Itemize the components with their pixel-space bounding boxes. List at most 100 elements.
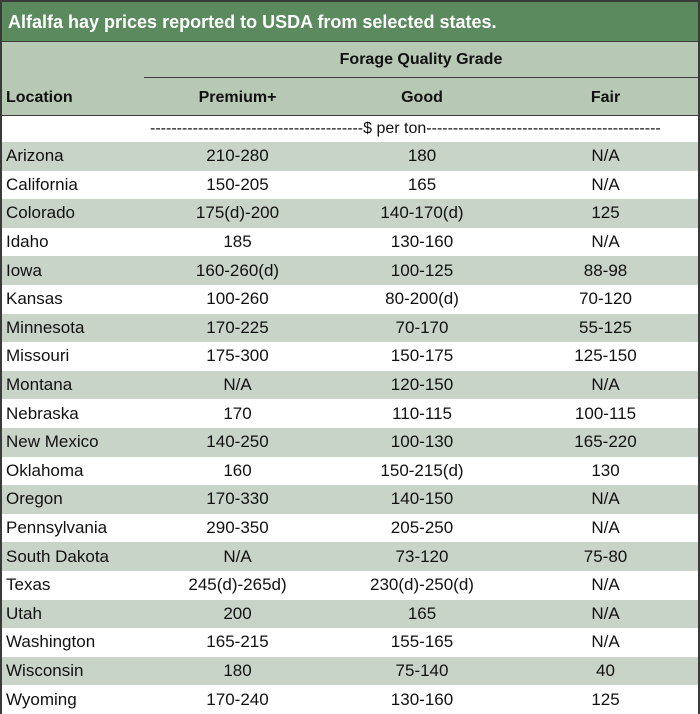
cell-good: 130-160 xyxy=(390,689,454,709)
cell-premium: 150-205 xyxy=(206,174,269,194)
cell-location: Montana xyxy=(6,375,73,395)
column-header-premium: Premium+ xyxy=(198,89,277,106)
cell-location: Texas xyxy=(6,575,51,595)
unit-row: ----------------------------------------… xyxy=(2,116,698,142)
cell-fair: 40 xyxy=(596,660,615,680)
cell-fair: 125-150 xyxy=(574,346,637,366)
cell-good: 140-150 xyxy=(390,489,454,509)
cell-location: Missouri xyxy=(6,346,70,366)
cell-location: Arizona xyxy=(6,146,64,166)
cell-fair: 100-115 xyxy=(574,403,637,423)
cell-premium: 175-300 xyxy=(206,346,269,366)
cell-good: 180 xyxy=(407,146,437,166)
cell-good: 140-170(d) xyxy=(380,203,464,223)
table-header: Forage Quality Grade Location Premium+ G… xyxy=(2,42,698,116)
cell-location: Oregon xyxy=(6,489,63,509)
cell-good: 75-140 xyxy=(395,660,449,680)
column-header-location: Location xyxy=(6,89,73,106)
cell-location: Oklahoma xyxy=(6,460,84,480)
table-row: Nebraska 170 110-115 100-115 xyxy=(2,399,698,428)
cell-premium: 100-260 xyxy=(206,289,269,309)
cell-premium: 160-260(d) xyxy=(195,260,280,280)
table-row: Iowa 160-260(d) 100-125 88-98 xyxy=(2,256,698,285)
cell-premium: 245(d)-265d) xyxy=(188,575,287,595)
column-header-fair: Fair xyxy=(590,89,621,106)
cell-premium: 160 xyxy=(223,460,252,480)
table-row: New Mexico 140-250 100-130 165-220 xyxy=(2,427,698,457)
cell-good: 165 xyxy=(407,603,437,623)
cell-fair: 165-220 xyxy=(574,432,637,452)
cell-location: Kansas xyxy=(6,289,63,309)
cell-premium: 210-280 xyxy=(206,146,269,166)
cell-fair: 125 xyxy=(591,689,620,709)
table-row: Kansas 100-260 80-200(d) 70-120 xyxy=(2,284,698,314)
table-row: Idaho 185 130-160 N/A xyxy=(2,227,698,257)
table-row: South Dakota N/A 73-120 75-80 xyxy=(2,542,698,571)
cell-location: Pennsylvania xyxy=(6,518,108,538)
table-row: Utah 200 165 N/A xyxy=(2,599,698,629)
cell-premium: 170-225 xyxy=(206,317,269,337)
cell-premium: 165-215 xyxy=(206,632,269,652)
table-row: Wisconsin 180 75-140 40 xyxy=(2,656,698,686)
cell-good: 130-160 xyxy=(390,232,454,252)
cell-premium: 140-250 xyxy=(206,432,269,452)
cell-fair: N/A xyxy=(591,489,620,509)
cell-premium: 170-330 xyxy=(206,489,269,509)
table-row: Pennsylvania 290-350 205-250 N/A xyxy=(2,513,698,543)
cell-fair: N/A xyxy=(591,518,620,538)
cell-fair: N/A xyxy=(591,232,620,252)
cell-good: 70-170 xyxy=(395,317,449,337)
cell-location: Iowa xyxy=(6,260,42,280)
cell-premium: N/A xyxy=(223,546,252,566)
cell-fair: 130 xyxy=(591,460,620,480)
cell-good: 120-150 xyxy=(390,375,454,395)
cell-location: Idaho xyxy=(6,232,49,252)
cell-location: California xyxy=(6,174,78,194)
table-row: Missouri 175-300 150-175 125-150 xyxy=(2,342,698,371)
column-header-good: Good xyxy=(401,89,443,106)
table-row: Montana N/A 120-150 N/A xyxy=(2,370,698,400)
cell-good: 100-125 xyxy=(390,260,454,280)
cell-good: 165 xyxy=(407,174,437,194)
cell-fair: 88-98 xyxy=(583,260,628,280)
cell-fair: 125 xyxy=(591,203,620,223)
cell-good: 205-250 xyxy=(390,518,454,538)
table-row: Minnesota 170-225 70-170 55-125 xyxy=(2,313,698,343)
cell-fair: 55-125 xyxy=(579,317,632,337)
cell-premium: 185 xyxy=(223,232,252,252)
table-row: California 150-205 165 N/A xyxy=(2,170,698,200)
cell-fair: N/A xyxy=(591,146,620,166)
cell-fair: N/A xyxy=(591,375,620,395)
cell-good: 150-215(d) xyxy=(380,460,464,480)
cell-location: Utah xyxy=(6,603,42,623)
cell-good: 155-165 xyxy=(390,632,454,652)
cell-premium: 200 xyxy=(223,603,252,623)
cell-good: 73-120 xyxy=(395,546,449,566)
cell-location: Colorado xyxy=(6,203,75,223)
cell-premium: 175(d)-200 xyxy=(195,203,280,223)
cell-good: 80-200(d) xyxy=(385,289,459,309)
table-row: Arizona 210-280 180 N/A xyxy=(2,142,698,171)
cell-location: South Dakota xyxy=(6,546,110,566)
cell-location: Minnesota xyxy=(6,317,85,337)
table-row: Texas 245(d)-265d) 230(d)-250(d) N/A xyxy=(2,570,698,600)
table-row: Colorado 175(d)-200 140-170(d) 125 xyxy=(2,199,698,228)
cell-fair: N/A xyxy=(591,603,620,623)
cell-premium: N/A xyxy=(223,375,252,395)
cell-premium: 180 xyxy=(223,660,252,680)
cell-good: 150-175 xyxy=(390,346,454,366)
cell-location: Wyoming xyxy=(6,689,77,709)
cell-location: New Mexico xyxy=(6,432,99,452)
table-body: Arizona 210-280 180 N/A California 150-205 165… xyxy=(2,142,698,714)
cell-fair: N/A xyxy=(591,575,620,595)
cell-fair: 70-120 xyxy=(579,289,632,309)
cell-location: Washington xyxy=(6,632,96,652)
cell-good: 110-115 xyxy=(392,403,452,423)
grade-header: Forage Quality Grade xyxy=(339,51,503,68)
table-row: Wyoming 170-240 130-160 125 xyxy=(2,685,698,714)
table-row: Washington 165-215 155-165 N/A xyxy=(2,628,698,657)
cell-premium: 170 xyxy=(223,403,252,423)
cell-location: Nebraska xyxy=(6,403,79,423)
grade-header-rule xyxy=(144,77,698,78)
